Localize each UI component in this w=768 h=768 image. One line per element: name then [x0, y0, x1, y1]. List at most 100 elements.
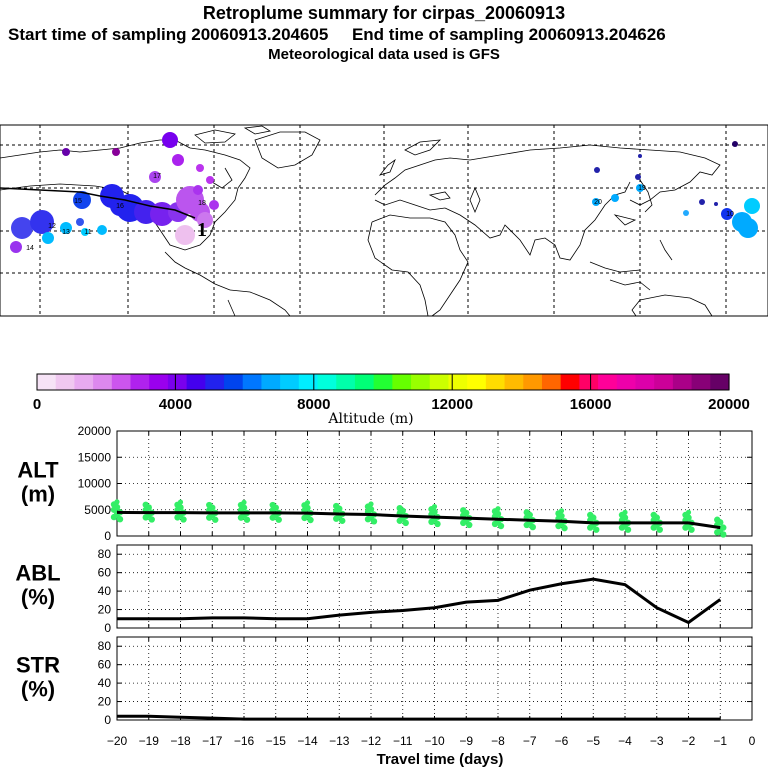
- x-tick-label: −19: [139, 734, 160, 748]
- series-line: [116, 510, 721, 530]
- colorbar-swatch: [37, 374, 57, 390]
- x-tick-label: −5: [586, 734, 600, 748]
- plume-circle: [592, 198, 600, 206]
- colorbar-swatch: [485, 374, 506, 390]
- colorbar-tick-label: 0: [33, 396, 41, 413]
- plume-circle: [683, 210, 689, 216]
- y-tick-label: 40: [98, 676, 112, 690]
- particle-point: [275, 516, 282, 523]
- particle-point: [685, 509, 692, 515]
- particle-point: [529, 523, 536, 531]
- colorbar-swatch: [224, 374, 244, 390]
- plume-circle: [209, 200, 219, 210]
- particle-point: [561, 524, 568, 532]
- y-tick-label: 40: [98, 584, 112, 598]
- colorbar-swatch: [373, 374, 393, 390]
- particle-point: [650, 511, 657, 519]
- colorbar-tick-label: 20000: [708, 396, 750, 413]
- particle-point: [333, 502, 340, 510]
- plume-label: 17: [153, 173, 161, 180]
- release-marker: 1: [197, 219, 207, 241]
- colorbar-swatch: [523, 374, 543, 390]
- y-tick-label: 15000: [78, 450, 112, 464]
- sampling-times: Start time of sampling 20060913.204605 E…: [8, 25, 666, 44]
- particle-point: [177, 499, 184, 505]
- particle-point: [497, 522, 505, 530]
- plume-circle: [112, 148, 120, 156]
- y-tick-label: 60: [98, 566, 112, 580]
- colorbar-swatch: [710, 374, 730, 390]
- x-tick-label: −9: [459, 734, 473, 748]
- colorbar-swatch: [467, 374, 487, 390]
- y-tick-label: 5000: [84, 503, 111, 517]
- colorbar-swatch: [672, 374, 693, 390]
- particle-point: [656, 526, 663, 533]
- colorbar-swatch: [354, 374, 375, 390]
- plume-circle: [638, 154, 642, 158]
- particle-point: [688, 526, 695, 533]
- panel-abl: 0 20 40 60 80 ABL(%): [15, 544, 753, 635]
- plume-label: 11: [84, 229, 91, 236]
- plume-circle: [714, 202, 718, 206]
- particle-point: [307, 516, 314, 524]
- x-tick-label: −20: [107, 734, 128, 748]
- plume-circle: [738, 218, 758, 238]
- particle-point: [434, 520, 441, 528]
- plume-circles: 15 16 17 18 19 20 12 13 14 11 10: [0, 132, 760, 253]
- x-tick-label: −1: [713, 734, 727, 748]
- particle-point: [339, 517, 346, 524]
- colorbar-swatch: [429, 374, 450, 390]
- panel-alt: 0 5000 10000 15000 20000 ALT(m): [17, 424, 753, 543]
- plume-circle: [110, 196, 130, 216]
- plume-circle: [60, 222, 72, 234]
- colorbar-swatch: [130, 374, 150, 390]
- particle-point: [114, 499, 120, 505]
- plume-label: 15: [74, 198, 82, 205]
- plume-circle: [150, 202, 174, 226]
- x-tick-label: −4: [618, 734, 632, 748]
- plume-trajectory: [0, 187, 196, 219]
- plume-circle: [721, 208, 733, 220]
- colorbar-swatch: [93, 374, 113, 390]
- particle-point: [460, 507, 467, 514]
- plume-circle: [81, 228, 89, 236]
- y-tick-label: 20: [98, 603, 112, 617]
- colorbar-swatch: [280, 374, 300, 390]
- series-line: [117, 577, 722, 625]
- colorbar-swatch: [635, 374, 655, 390]
- plume-circle: [73, 191, 91, 209]
- colorbar-swatch: [167, 374, 188, 390]
- plume-circle: [699, 199, 705, 205]
- particle-point: [116, 516, 124, 523]
- x-tick-label: −6: [555, 734, 569, 748]
- particle-point: [243, 516, 251, 523]
- x-tick-label: −15: [266, 734, 287, 748]
- colorbar-swatch: [317, 374, 337, 390]
- plume-circle: [11, 217, 33, 239]
- particle-point: [368, 501, 374, 507]
- colorbar-swatch: [261, 374, 281, 390]
- chart-title: Retroplume summary for cirpas_20060913: [202, 3, 566, 23]
- plume-circle: [76, 218, 84, 226]
- y-tick-label: 20: [98, 695, 112, 709]
- plume-circle: [97, 225, 107, 235]
- colorbar-swatch: [242, 374, 263, 390]
- particle-point: [622, 509, 628, 515]
- colorbar-swatch: [616, 374, 637, 390]
- colorbar-swatch: [74, 374, 94, 390]
- colorbar-swatch: [111, 374, 132, 390]
- colorbar-swatch: [205, 374, 225, 390]
- x-tick-label: −7: [523, 734, 537, 748]
- plume-circle: [196, 164, 204, 172]
- particle-point: [466, 521, 473, 529]
- x-tick-label: −12: [361, 734, 382, 748]
- colorbar-tick-label: 8000: [297, 396, 330, 413]
- plume-circle: [10, 241, 22, 253]
- plume-circle: [149, 171, 161, 183]
- plume-circle: [193, 185, 203, 195]
- colorbar-swatch: [560, 374, 580, 390]
- colorbar-swatch: [654, 374, 674, 390]
- panel-unit: (%): [21, 585, 55, 610]
- particle-point: [593, 526, 600, 533]
- particle-point: [587, 511, 594, 519]
